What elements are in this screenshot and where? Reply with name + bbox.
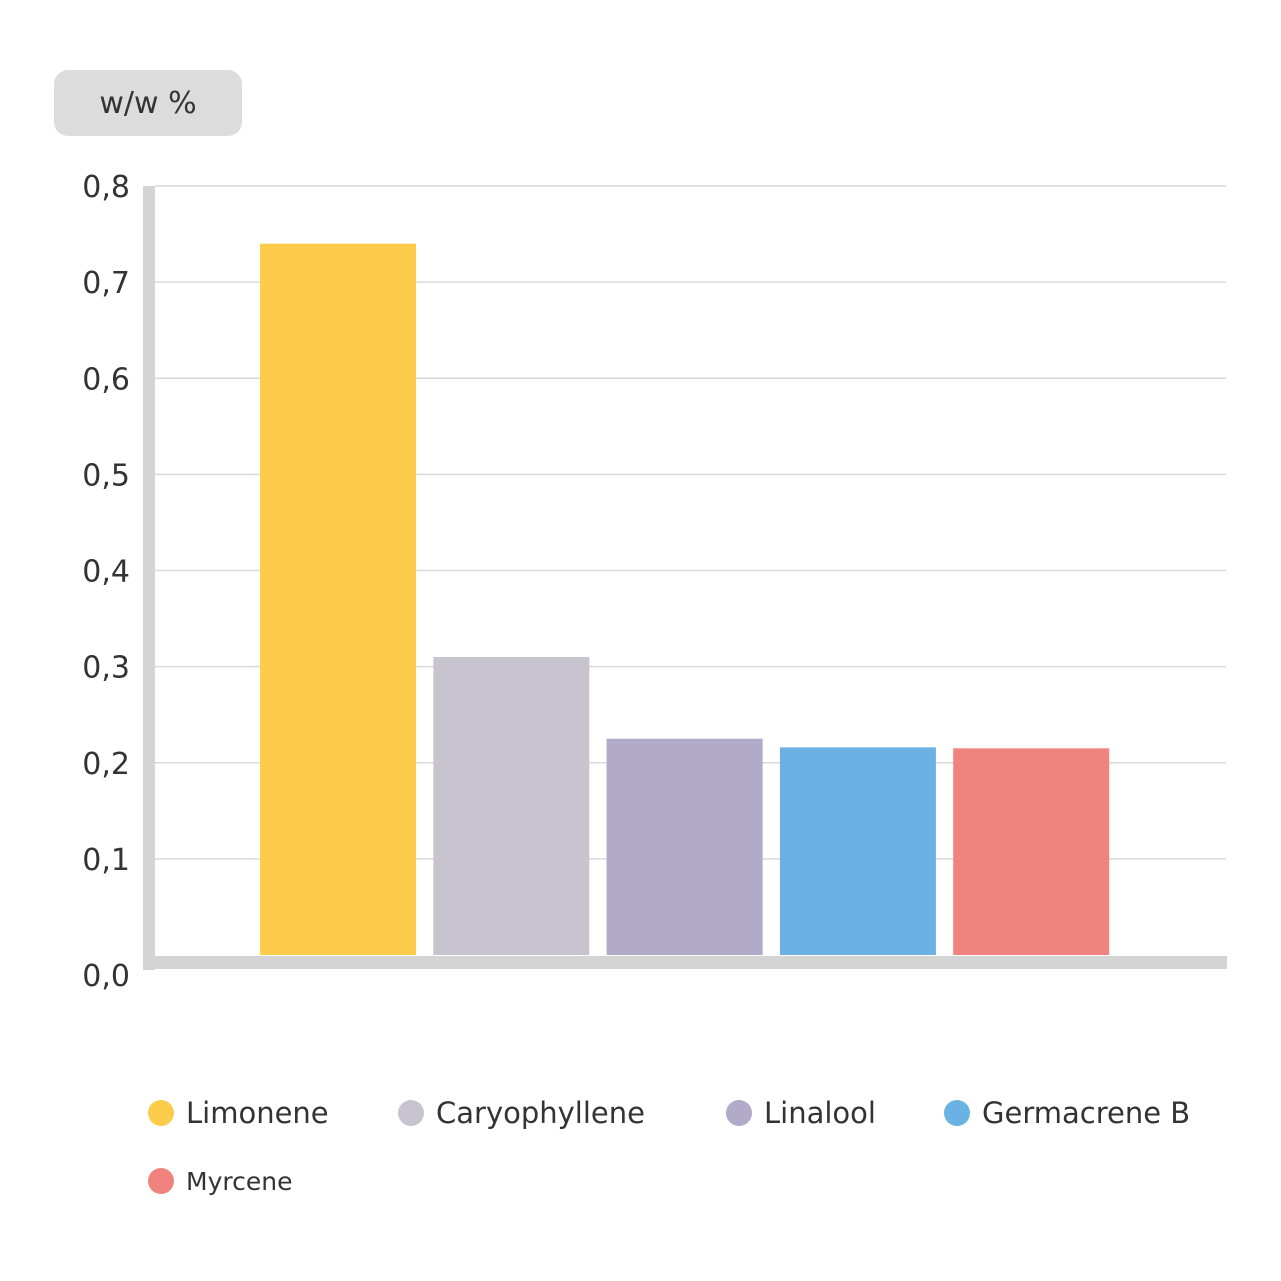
y-tick-label: 0,4 xyxy=(82,555,130,590)
y-axis-line xyxy=(143,186,155,970)
legend-item-linalool: Linalool xyxy=(726,1096,944,1130)
y-tick-label: 0,1 xyxy=(82,843,130,878)
y-tick-label: 0,2 xyxy=(82,747,130,782)
legend-label-myrcene: Myrcene xyxy=(186,1166,293,1196)
y-tick-label: 0,7 xyxy=(82,266,130,301)
legend-label-caryophyllene: Caryophyllene xyxy=(436,1096,645,1130)
y-tick-label: 0,5 xyxy=(82,458,130,493)
y-tick-label: 0,8 xyxy=(82,170,130,205)
bar-myrcene xyxy=(953,748,1110,955)
bar-limonene xyxy=(260,243,416,956)
y-tick-labels: 0,0 0,1 0,2 0,3 0,4 0,5 0,6 0,7 0,8 xyxy=(82,170,130,994)
y-tick-label: 0,0 xyxy=(82,959,130,994)
y-tick-label: 0,6 xyxy=(82,362,130,397)
x-axis-line xyxy=(143,956,1227,969)
legend-swatch-myrcene xyxy=(148,1168,174,1194)
legend-item-limonene: Limonene xyxy=(148,1096,398,1130)
bar-caryophyllene xyxy=(433,657,590,955)
legend-label-limonene: Limonene xyxy=(186,1096,329,1130)
legend-item-germacrene-b: Germacrene B xyxy=(944,1096,1190,1130)
bar-chart: 0,0 0,1 0,2 0,3 0,4 0,5 0,6 0,7 0,8 xyxy=(82,170,1227,994)
bar-linalool xyxy=(606,738,763,955)
bar-germacrene-b xyxy=(779,747,936,955)
legend-item-myrcene: Myrcene xyxy=(148,1167,292,1196)
legend-label-linalool: Linalool xyxy=(764,1096,876,1130)
legend-row-2: Myrcene xyxy=(148,1158,1248,1204)
legend-swatch-linalool xyxy=(726,1100,752,1126)
legend-row-1: Limonene Caryophyllene Linalool Germacre… xyxy=(148,1090,1248,1136)
axes xyxy=(143,186,1227,970)
legend-item-caryophyllene: Caryophyllene xyxy=(398,1096,726,1130)
y-axis-label: w/w % xyxy=(54,70,242,136)
legend-swatch-caryophyllene xyxy=(398,1100,424,1126)
legend-label-germacrene-b: Germacrene B xyxy=(982,1096,1191,1130)
legend-swatch-limonene xyxy=(148,1100,174,1126)
legend: Limonene Caryophyllene Linalool Germacre… xyxy=(148,1090,1248,1226)
legend-swatch-germacrene-b xyxy=(944,1100,970,1126)
bars xyxy=(260,243,1110,956)
y-tick-label: 0,3 xyxy=(82,651,130,686)
